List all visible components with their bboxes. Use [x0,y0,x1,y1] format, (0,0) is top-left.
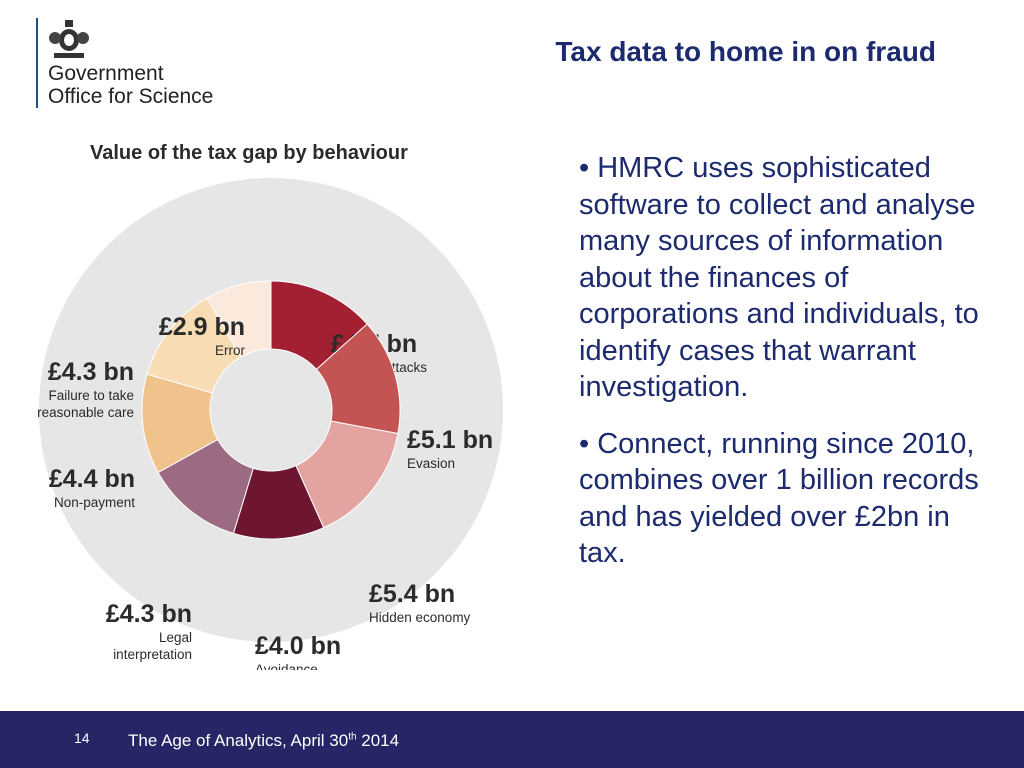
footer-text: The Age of Analytics, April 30th 2014 [128,731,399,751]
bullet-connect: • Connect, running since 2010, combines … [579,427,979,570]
value-label-non-payment: £4.4 bn [49,465,135,493]
slice-error [206,280,272,358]
category-label-failure-to-take-reasonable-care: Failure to take reasonable care [37,388,134,420]
gov-office-for-science-logo: Government Office for Science [36,18,256,110]
footer-bar: 14 The Age of Analytics, April 30th 2014 [0,711,1024,768]
category-label-error: Error [215,343,246,358]
logo-divider [36,18,38,108]
category-label-evasion: Evasion [407,456,455,471]
slide-title: Tax data to home in on fraud [555,36,936,67]
category-label-non-payment: Non-payment [54,495,135,510]
value-label-legal-interpretation: £4.3 bn [106,600,192,628]
category-label-legal-interpretation: Legal interpretation [113,630,192,662]
org-name: Government Office for Science [48,62,213,108]
page-number: 14 [74,730,90,746]
chart-title: Value of the tax gap by behaviour [90,142,408,164]
org-name-line1: Government [48,62,164,85]
bullet-list: • HMRC uses sophisticated software to co… [579,150,989,592]
tax-gap-donut-chart: £4.7 bnCriminal attacks£5.1 bnEvasion£5.… [37,178,503,670]
royal-crest-icon [49,20,89,58]
value-label-hidden-economy: £5.4 bn [369,580,455,608]
value-label-evasion: £5.1 bn [407,426,493,454]
value-label-avoidance: £4.0 bn [255,632,341,660]
footer-text-year: 2014 [356,731,400,750]
footer-text-sup: th [348,731,357,743]
value-label-error: £2.9 bn [159,313,245,341]
footer-text-main: The Age of Analytics, April 30 [128,731,349,750]
category-label-avoidance: Avoidance [255,662,318,670]
category-label-hidden-economy: Hidden economy [369,610,471,625]
value-label-failure-to-take-reasonable-care: £4.3 bn [48,358,134,386]
bullet-hmrc: • HMRC uses sophisticated software to co… [579,152,979,403]
org-name-line2: Office for Science [48,85,214,108]
chart-background-disc [39,178,503,642]
